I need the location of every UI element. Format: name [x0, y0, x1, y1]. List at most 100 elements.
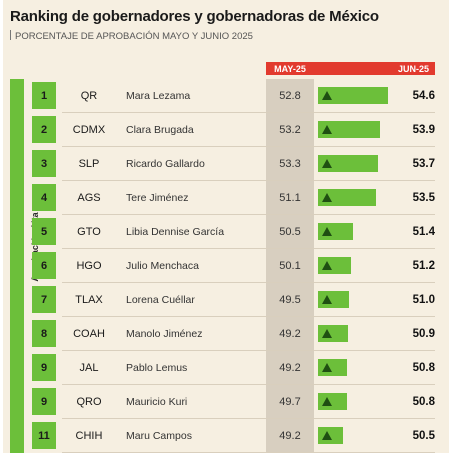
may-value: 52.8 [279, 90, 301, 102]
june-value: 53.9 [412, 124, 435, 136]
up-arrow-icon [322, 329, 332, 338]
rank-badge: 9 [32, 388, 56, 415]
up-arrow-icon [322, 193, 332, 202]
governor-name: Julio Menchaca [126, 260, 199, 272]
rank-badge: 7 [32, 286, 56, 313]
may-column-background [266, 79, 314, 453]
subtitle-divider [10, 30, 11, 40]
state-code: GTO [77, 226, 101, 238]
may-value: 49.2 [279, 362, 301, 374]
june-value: 51.2 [412, 260, 435, 272]
left-border [0, 0, 3, 453]
governor-name: Tere Jiménez [126, 192, 189, 204]
state-code: SLP [78, 158, 100, 170]
up-arrow-icon [322, 295, 332, 304]
table-row: 1 QR Mara Lezama 52.8 54.6 [0, 79, 449, 113]
row-divider [62, 248, 435, 249]
approval-level-strip [10, 79, 24, 453]
june-value: 54.6 [412, 90, 435, 102]
june-value: 51.4 [412, 226, 435, 238]
governor-name: Clara Brugada [126, 124, 194, 136]
row-divider [62, 316, 435, 317]
table-row: 8 COAH Manolo Jiménez 49.2 50.9 [0, 317, 449, 351]
state-code: JAL [79, 362, 99, 374]
rank-badge: 2 [32, 116, 56, 143]
rank-badge: 9 [32, 354, 56, 381]
rank-badge: 5 [32, 218, 56, 245]
header-jun: JUN-25 [314, 62, 435, 75]
state-code: CDMX [72, 124, 106, 136]
may-value: 53.3 [279, 158, 301, 170]
may-value: 51.1 [279, 192, 301, 204]
up-arrow-icon [322, 261, 332, 270]
state-code: COAH [73, 328, 105, 340]
state-code: QRO [76, 396, 102, 408]
row-divider [62, 146, 435, 147]
row-divider [62, 418, 435, 419]
governor-name: Pablo Lemus [126, 362, 188, 374]
may-value: 53.2 [279, 124, 301, 136]
table-row: 3 SLP Ricardo Gallardo 53.3 53.7 [0, 147, 449, 181]
state-code: QR [80, 90, 98, 102]
may-value: 50.5 [279, 226, 301, 238]
rank-badge: 1 [32, 82, 56, 109]
rank-badge: 4 [32, 184, 56, 211]
table-row: 9 QRO Mauricio Kuri 49.7 50.8 [0, 385, 449, 419]
table-row: 6 HGO Julio Menchaca 50.1 51.2 [0, 249, 449, 283]
governor-name: Libia Dennise García [126, 226, 225, 238]
rank-badge: 6 [32, 252, 56, 279]
june-bar [318, 121, 381, 138]
may-value: 49.2 [279, 430, 301, 442]
table-row: 11 CHIH Maru Campos 49.2 50.5 [0, 419, 449, 453]
june-value: 50.8 [412, 362, 435, 374]
governor-name: Ricardo Gallardo [126, 158, 205, 170]
governor-name: Manolo Jiménez [126, 328, 203, 340]
rank-badge: 3 [32, 150, 56, 177]
june-value: 51.0 [412, 294, 435, 306]
rank-badge: 11 [32, 422, 56, 449]
june-value: 50.8 [412, 396, 435, 408]
table-row: 7 TLAX Lorena Cuéllar 49.5 51.0 [0, 283, 449, 317]
up-arrow-icon [322, 159, 332, 168]
may-value: 49.5 [279, 294, 301, 306]
row-divider [62, 112, 435, 113]
subtitle-text: PORCENTAJE DE APROBACIÓN MAYO Y JUNIO 20… [15, 31, 253, 42]
chart-title: Ranking de gobernadores y gobernadoras d… [10, 8, 379, 25]
up-arrow-icon [322, 227, 332, 236]
chart-subtitle: PORCENTAJE DE APROBACIÓN MAYO Y JUNIO 20… [10, 30, 253, 42]
up-arrow-icon [322, 397, 332, 406]
june-bar [318, 87, 388, 104]
june-bar [318, 155, 378, 172]
table-row: 4 AGS Tere Jiménez 51.1 53.5 [0, 181, 449, 215]
june-value: 50.9 [412, 328, 435, 340]
row-divider [62, 214, 435, 215]
up-arrow-icon [322, 363, 332, 372]
rank-badge: 8 [32, 320, 56, 347]
state-code: AGS [77, 192, 101, 204]
june-bar [318, 189, 376, 206]
row-divider [62, 282, 435, 283]
june-value: 53.5 [412, 192, 435, 204]
up-arrow-icon [322, 91, 332, 100]
june-value: 53.7 [412, 158, 435, 170]
governor-name: Maru Campos [126, 430, 192, 442]
state-code: CHIH [75, 430, 103, 442]
row-divider [62, 350, 435, 351]
may-value: 49.7 [279, 396, 301, 408]
governor-name: Lorena Cuéllar [126, 294, 195, 306]
table-row: 9 JAL Pablo Lemus 49.2 50.8 [0, 351, 449, 385]
state-code: TLAX [75, 294, 103, 306]
header-may: MAY-25 [266, 62, 314, 75]
state-code: HGO [76, 260, 102, 272]
table-row: 5 GTO Libia Dennise García 50.5 51.4 [0, 215, 449, 249]
row-divider [62, 384, 435, 385]
governor-name: Mauricio Kuri [126, 396, 188, 408]
june-value: 50.5 [412, 430, 435, 442]
up-arrow-icon [322, 125, 332, 134]
may-value: 49.2 [279, 328, 301, 340]
governor-name: Mara Lezama [126, 90, 191, 102]
may-value: 50.1 [279, 260, 301, 272]
row-divider [62, 180, 435, 181]
table-row: 2 CDMX Clara Brugada 53.2 53.9 [0, 113, 449, 147]
up-arrow-icon [322, 431, 332, 440]
